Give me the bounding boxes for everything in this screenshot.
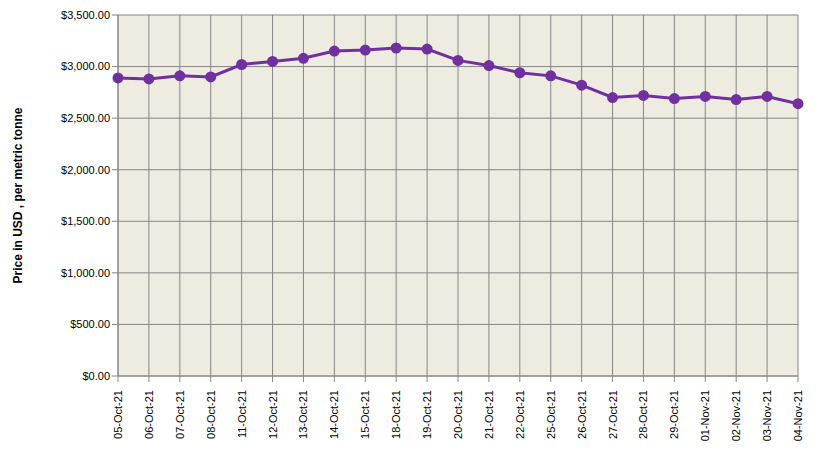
svg-text:$2,500.00: $2,500.00 <box>61 112 110 124</box>
svg-text:13-Oct-21: 13-Oct-21 <box>297 390 309 439</box>
svg-text:03-Nov-21: 03-Nov-21 <box>761 390 773 441</box>
svg-text:$3,500.00: $3,500.00 <box>61 9 110 21</box>
svg-text:08-Oct-21: 08-Oct-21 <box>205 390 217 439</box>
svg-text:01-Nov-21: 01-Nov-21 <box>699 390 711 441</box>
svg-text:06-Oct-21: 06-Oct-21 <box>143 390 155 439</box>
svg-text:11-Oct-21: 11-Oct-21 <box>236 390 248 438</box>
svg-text:$500.00: $500.00 <box>70 318 110 330</box>
svg-text:21-Oct-21: 21-Oct-21 <box>483 390 495 439</box>
svg-text:18-Oct-21: 18-Oct-21 <box>390 390 402 439</box>
svg-text:27-Oct-21: 27-Oct-21 <box>607 390 619 439</box>
svg-text:02-Nov-21: 02-Nov-21 <box>730 390 742 441</box>
svg-text:07-Oct-21: 07-Oct-21 <box>174 390 186 439</box>
svg-text:$2,000.00: $2,000.00 <box>61 164 110 176</box>
svg-text:29-Oct-21: 29-Oct-21 <box>668 390 680 439</box>
svg-text:14-Oct-21: 14-Oct-21 <box>328 390 340 439</box>
svg-text:Price in USD , per metric tonn: Price in USD , per metric tonne <box>11 107 25 283</box>
svg-text:26-Oct-21: 26-Oct-21 <box>576 390 588 439</box>
svg-text:$3,000.00: $3,000.00 <box>61 60 110 72</box>
svg-text:28-Oct-21: 28-Oct-21 <box>637 390 649 439</box>
svg-text:$0.00: $0.00 <box>82 370 110 382</box>
svg-text:20-Oct-21: 20-Oct-21 <box>452 390 464 439</box>
svg-text:19-Oct-21: 19-Oct-21 <box>421 390 433 439</box>
svg-text:$1,000.00: $1,000.00 <box>61 267 110 279</box>
svg-text:12-Oct-21: 12-Oct-21 <box>267 390 279 439</box>
svg-text:$1,500.00: $1,500.00 <box>61 215 110 227</box>
svg-text:25-Oct-21: 25-Oct-21 <box>545 390 557 439</box>
svg-text:22-Oct-21: 22-Oct-21 <box>514 390 526 439</box>
svg-text:15-Oct-21: 15-Oct-21 <box>359 390 371 439</box>
svg-text:04-Nov-21: 04-Nov-21 <box>792 390 804 441</box>
svg-text:05-Oct-21: 05-Oct-21 <box>112 390 124 439</box>
